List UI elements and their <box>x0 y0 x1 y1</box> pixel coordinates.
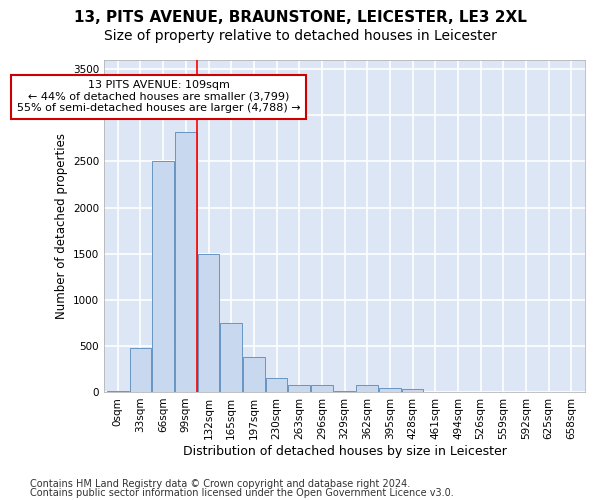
Bar <box>266 378 287 392</box>
Bar <box>356 385 378 392</box>
X-axis label: Distribution of detached houses by size in Leicester: Distribution of detached houses by size … <box>182 444 506 458</box>
Bar <box>402 389 424 392</box>
Bar <box>107 390 128 392</box>
Text: Contains public sector information licensed under the Open Government Licence v3: Contains public sector information licen… <box>30 488 454 498</box>
Bar <box>152 162 174 392</box>
Bar <box>130 348 151 392</box>
Bar <box>175 132 197 392</box>
Text: Size of property relative to detached houses in Leicester: Size of property relative to detached ho… <box>104 29 496 43</box>
Text: 13 PITS AVENUE: 109sqm
← 44% of detached houses are smaller (3,799)
55% of semi-: 13 PITS AVENUE: 109sqm ← 44% of detached… <box>17 80 301 114</box>
Bar <box>379 388 401 392</box>
Text: Contains HM Land Registry data © Crown copyright and database right 2024.: Contains HM Land Registry data © Crown c… <box>30 479 410 489</box>
Bar <box>289 384 310 392</box>
Text: 13, PITS AVENUE, BRAUNSTONE, LEICESTER, LE3 2XL: 13, PITS AVENUE, BRAUNSTONE, LEICESTER, … <box>74 10 526 25</box>
Bar <box>198 254 219 392</box>
Bar <box>311 384 332 392</box>
Y-axis label: Number of detached properties: Number of detached properties <box>55 133 68 319</box>
Bar <box>220 323 242 392</box>
Bar <box>243 358 265 392</box>
